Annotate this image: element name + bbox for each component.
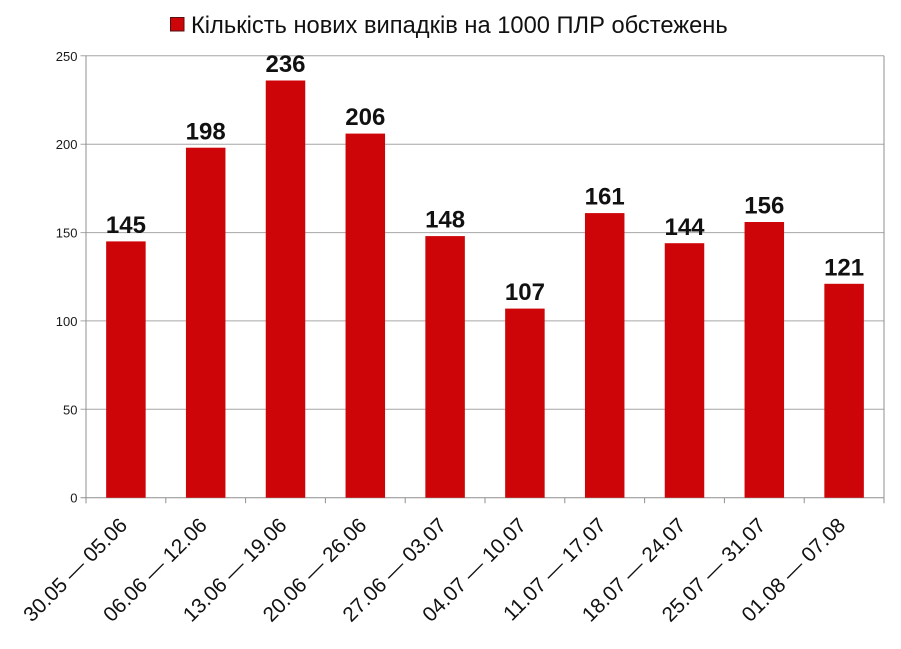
svg-text:145: 145: [106, 212, 146, 239]
svg-text:161: 161: [585, 184, 625, 211]
svg-text:250: 250: [56, 49, 78, 64]
svg-text:121: 121: [824, 254, 864, 281]
svg-text:206: 206: [345, 104, 385, 131]
svg-text:Кількість нових випадків на 10: Кількість нових випадків на 1000 ПЛР обс…: [191, 13, 728, 39]
svg-text:236: 236: [265, 51, 305, 78]
svg-text:50: 50: [63, 402, 77, 417]
svg-text:148: 148: [425, 207, 465, 234]
svg-text:0: 0: [70, 491, 77, 506]
svg-text:200: 200: [56, 137, 78, 152]
svg-text:100: 100: [56, 314, 78, 329]
svg-text:150: 150: [56, 226, 78, 241]
svg-text:107: 107: [505, 279, 545, 306]
svg-text:144: 144: [664, 214, 705, 241]
svg-text:198: 198: [186, 118, 226, 145]
svg-text:156: 156: [744, 193, 784, 220]
